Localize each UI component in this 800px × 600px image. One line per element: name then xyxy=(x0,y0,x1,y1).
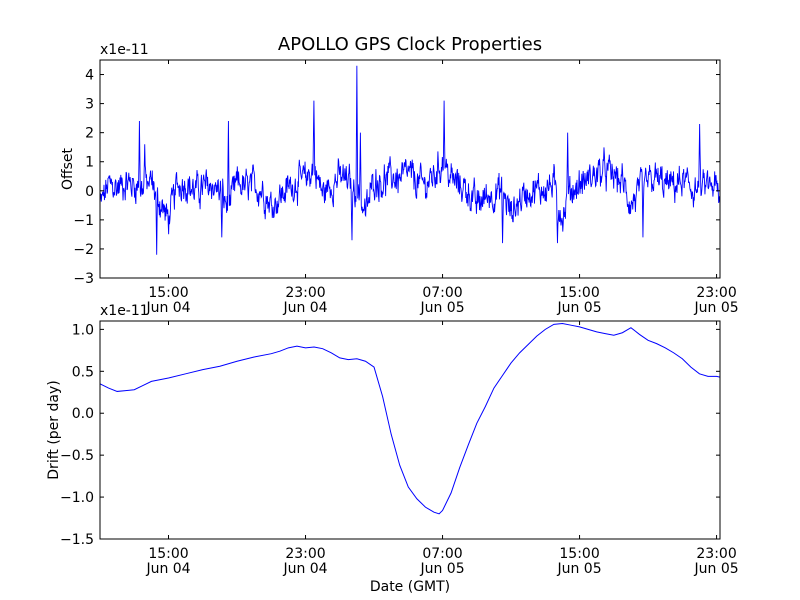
y-tick-label: 1.0 xyxy=(72,322,94,338)
x-tick-date-label: Jun 04 xyxy=(145,300,190,316)
x-tick-date-label: Jun 05 xyxy=(419,300,464,316)
x-tick-date-label: Jun 05 xyxy=(556,561,601,577)
x-tick-time-label: 23:00 xyxy=(285,546,325,562)
x-tick-time-label: 23:00 xyxy=(696,285,736,301)
y-scale-label: x1e-11 xyxy=(100,42,149,58)
x-tick-time-label: 23:00 xyxy=(285,285,325,301)
x-tick-time-label: 15:00 xyxy=(559,285,599,301)
y-tick-label: −3 xyxy=(73,271,94,287)
x-tick-date-label: Jun 05 xyxy=(556,300,601,316)
y-tick-label: 0.0 xyxy=(72,406,94,422)
x-tick-time-label: 07:00 xyxy=(422,546,462,562)
y-tick-label: −1.5 xyxy=(60,532,94,548)
x-tick-date-label: Jun 05 xyxy=(694,300,739,316)
y-axis-label: Offset xyxy=(60,147,76,190)
x-tick-time-label: 15:00 xyxy=(559,546,599,562)
y-tick-label: 4 xyxy=(85,68,94,84)
x-tick-time-label: 15:00 xyxy=(148,546,188,562)
y-tick-label: −2 xyxy=(73,242,94,258)
x-tick-date-label: Jun 04 xyxy=(282,300,327,316)
x-axis-label: Date (GMT) xyxy=(370,579,450,595)
y-tick-label: −1.0 xyxy=(60,490,94,506)
offset-plot-frame xyxy=(99,59,721,279)
y-tick-label: 1 xyxy=(85,155,94,171)
x-tick-time-label: 07:00 xyxy=(422,285,462,301)
x-tick-date-label: Jun 04 xyxy=(145,561,190,577)
y-axis-label: Drift (per day) xyxy=(46,380,62,479)
x-tick-date-label: Jun 05 xyxy=(419,561,464,577)
y-tick-label: 0 xyxy=(85,184,94,200)
y-tick-label: 2 xyxy=(85,126,94,142)
y-tick-label: 0.5 xyxy=(72,364,94,380)
drift-series-line xyxy=(100,323,720,515)
drift-plot-frame xyxy=(99,320,721,540)
y-scale-label: x1e-11 xyxy=(100,303,149,319)
x-tick-date-label: Jun 04 xyxy=(282,561,327,577)
x-tick-time-label: 23:00 xyxy=(696,546,736,562)
chart-title: APOLLO GPS Clock Properties xyxy=(278,34,542,55)
y-tick-label: −0.5 xyxy=(60,448,94,464)
x-tick-time-label: 15:00 xyxy=(148,285,188,301)
offset-series-line xyxy=(100,65,720,255)
y-tick-label: −1 xyxy=(73,213,94,229)
y-tick-label: 3 xyxy=(85,97,94,113)
x-tick-date-label: Jun 05 xyxy=(694,561,739,577)
